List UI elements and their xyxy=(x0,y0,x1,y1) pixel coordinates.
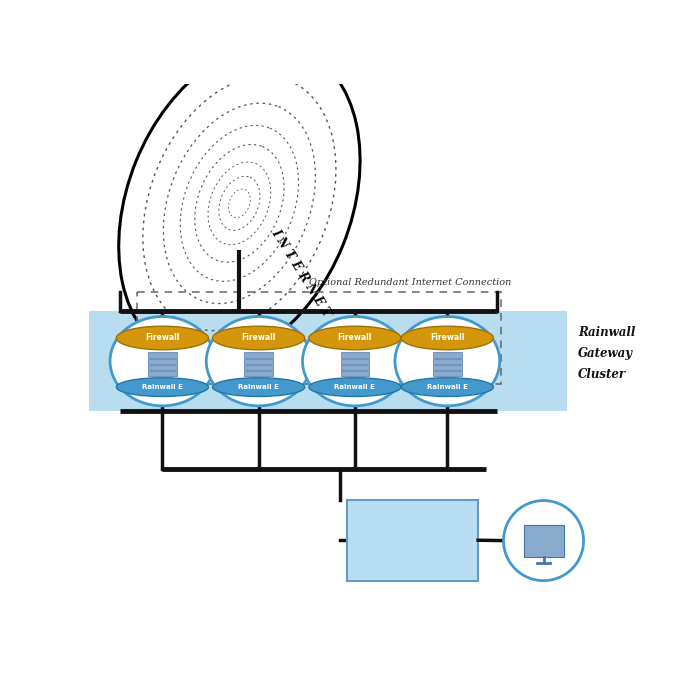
Ellipse shape xyxy=(309,326,401,350)
Ellipse shape xyxy=(110,316,215,406)
FancyBboxPatch shape xyxy=(244,358,273,364)
FancyBboxPatch shape xyxy=(90,311,567,412)
FancyBboxPatch shape xyxy=(244,353,273,358)
FancyBboxPatch shape xyxy=(433,365,462,370)
FancyBboxPatch shape xyxy=(244,365,273,370)
Text: Rainwall E: Rainwall E xyxy=(335,384,375,390)
Ellipse shape xyxy=(503,500,584,581)
FancyBboxPatch shape xyxy=(340,353,370,358)
FancyBboxPatch shape xyxy=(340,358,370,364)
Text: Rainwall E: Rainwall E xyxy=(427,384,468,390)
FancyBboxPatch shape xyxy=(340,371,370,376)
FancyBboxPatch shape xyxy=(433,371,462,376)
FancyBboxPatch shape xyxy=(148,353,177,358)
FancyBboxPatch shape xyxy=(244,371,273,376)
Ellipse shape xyxy=(395,316,500,406)
Ellipse shape xyxy=(302,316,407,406)
Text: Rainwall
Gateway
Cluster: Rainwall Gateway Cluster xyxy=(578,326,636,381)
Ellipse shape xyxy=(116,326,209,350)
Ellipse shape xyxy=(401,326,494,350)
FancyBboxPatch shape xyxy=(148,358,177,364)
FancyBboxPatch shape xyxy=(433,353,462,358)
Text: E-Commerce
Engineering
Marketing: E-Commerce Engineering Marketing xyxy=(372,517,453,563)
FancyBboxPatch shape xyxy=(524,524,564,556)
Ellipse shape xyxy=(401,378,494,396)
FancyBboxPatch shape xyxy=(433,358,462,364)
Text: Firewall: Firewall xyxy=(145,333,180,342)
FancyBboxPatch shape xyxy=(340,365,370,370)
Text: Rainwall E: Rainwall E xyxy=(238,384,279,390)
Text: Optional Redundant Internet Connection: Optional Redundant Internet Connection xyxy=(309,278,511,287)
FancyBboxPatch shape xyxy=(148,371,177,376)
Ellipse shape xyxy=(213,378,304,396)
Text: Firewall: Firewall xyxy=(241,333,276,342)
Text: Rainwall E: Rainwall E xyxy=(142,384,183,390)
Ellipse shape xyxy=(213,326,304,350)
FancyBboxPatch shape xyxy=(148,365,177,370)
Text: I N T E R N E T: I N T E R N E T xyxy=(269,226,333,319)
Ellipse shape xyxy=(116,378,209,396)
Ellipse shape xyxy=(206,316,311,406)
Text: Firewall: Firewall xyxy=(337,333,372,342)
Text: Firewall: Firewall xyxy=(430,333,465,342)
FancyBboxPatch shape xyxy=(347,500,478,581)
Ellipse shape xyxy=(309,378,401,396)
